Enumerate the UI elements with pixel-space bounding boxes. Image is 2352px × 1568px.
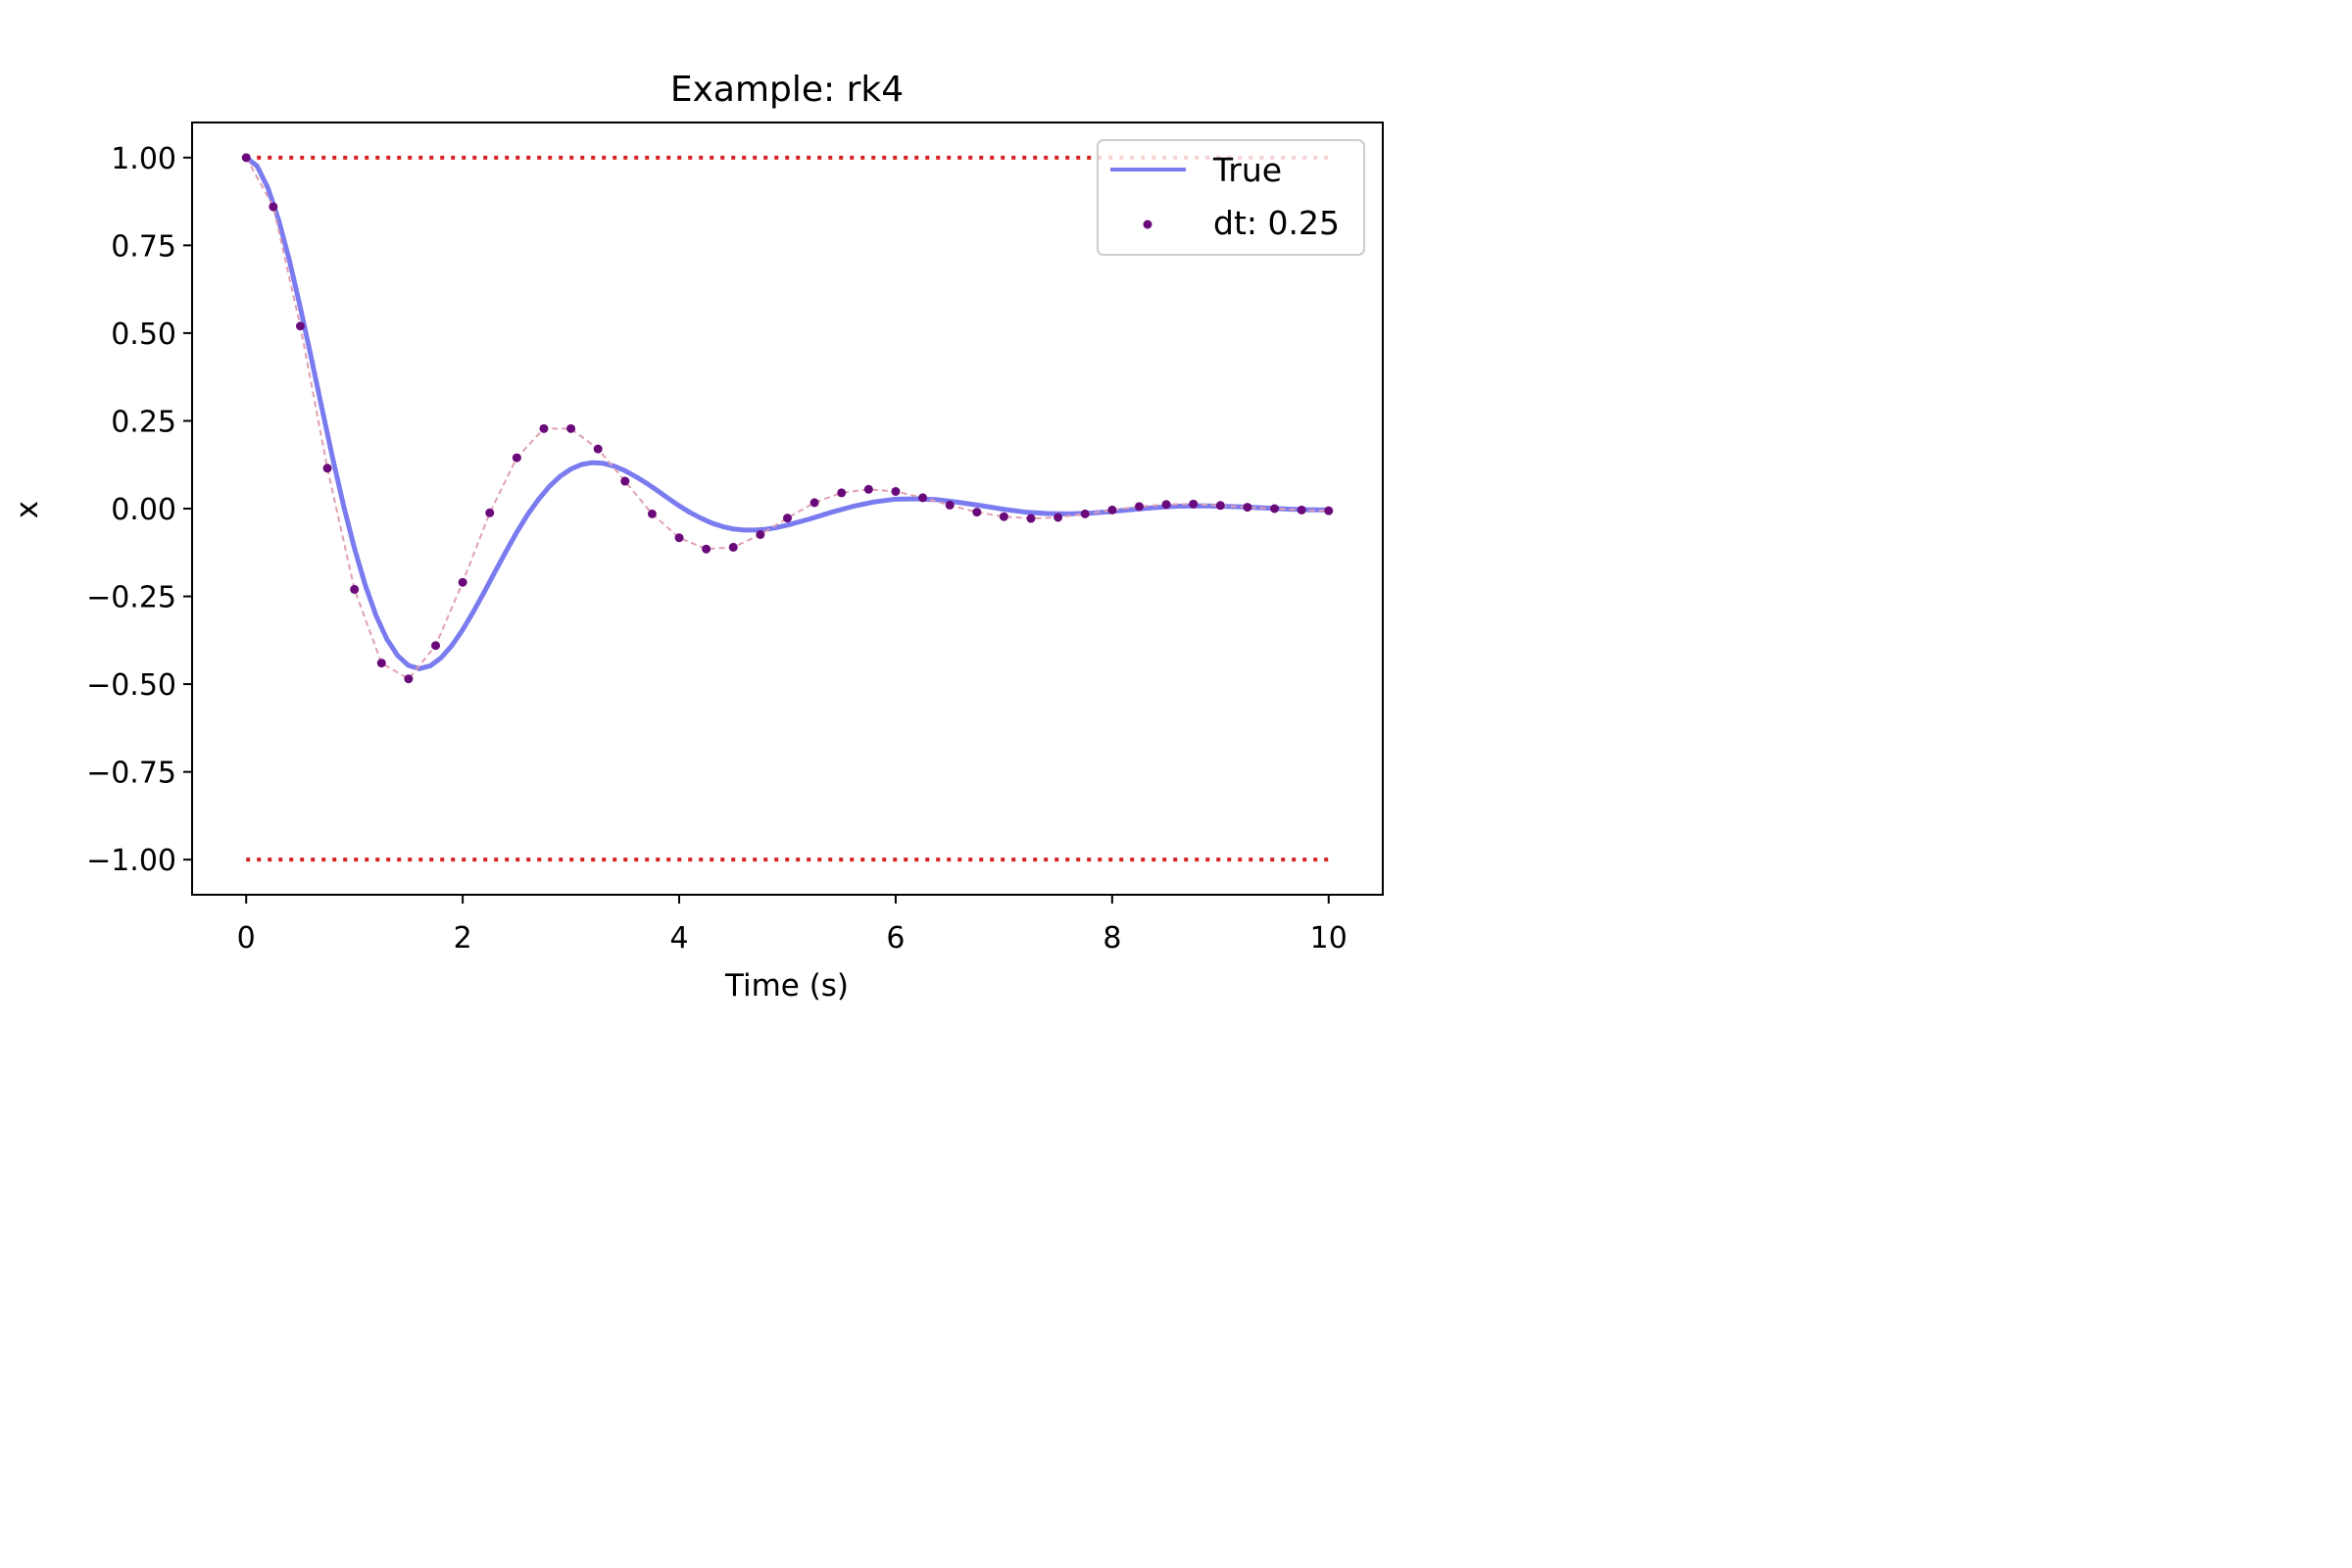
data-point-dt-6: [404, 674, 414, 684]
data-point-dt-2: [295, 321, 305, 331]
data-point-dt-28: [999, 512, 1008, 521]
y-tick-label: 1.00: [111, 142, 176, 176]
data-point-dt-18: [728, 542, 738, 552]
y-tick-label: 0.25: [111, 405, 176, 439]
data-point-dt-21: [809, 498, 819, 508]
data-point-dt-10: [512, 453, 521, 463]
x-tick-label: 8: [1102, 921, 1121, 956]
data-point-dt-40: [1324, 506, 1334, 515]
y-axis-ticks: 1.00 0.75 0.50 0.25 0.00 −0.25 −0.50 −0.75 −1.00: [86, 142, 192, 878]
data-point-dt-26: [945, 500, 955, 510]
legend: True dt: 0.25: [1097, 139, 1365, 256]
data-point-dt-8: [458, 577, 467, 587]
x-tick-label: 2: [454, 921, 472, 956]
data-point-dt-16: [674, 533, 684, 543]
y-tick-label: −0.75: [86, 757, 176, 791]
x-tick-label: 6: [886, 921, 905, 956]
data-point-dt-7: [431, 641, 441, 651]
x-tick-label: 10: [1310, 921, 1348, 956]
y-axis-label: x: [10, 501, 45, 518]
data-point-dt-36: [1215, 501, 1225, 511]
data-point-dt-29: [1026, 514, 1036, 523]
data-point-dt-35: [1189, 499, 1199, 509]
chart-title: Example: rk4: [670, 70, 904, 110]
y-tick-label: −1.00: [86, 844, 176, 878]
data-point-dt-22: [837, 488, 847, 498]
data-point-dt-0: [241, 153, 251, 163]
data-point-dt-25: [918, 493, 928, 503]
data-point-dt-1: [269, 202, 278, 212]
data-point-dt-19: [756, 530, 765, 540]
data-point-dt-9: [485, 508, 495, 517]
data-point-dt-38: [1270, 504, 1280, 514]
data-point-dt-37: [1243, 503, 1252, 513]
data-point-dt-20: [783, 514, 792, 523]
x-tick-label: 4: [669, 921, 688, 956]
data-point-dt-3: [322, 464, 332, 473]
y-tick-label: −0.25: [86, 581, 176, 615]
data-point-dt-11: [539, 423, 549, 433]
legend-label-dt: dt: 0.25: [1213, 204, 1340, 242]
y-tick-label: 0.00: [111, 493, 176, 527]
data-point-dt-13: [593, 444, 603, 454]
x-axis-label: Time (s): [724, 968, 849, 1004]
chart: Example: rk4 0 2 4 6 8 10 1.00 0.75 0.50 0.25 0.0…: [0, 0, 1517, 1029]
data-point-dt-34: [1161, 500, 1171, 510]
data-point-dt-33: [1134, 502, 1144, 512]
data-point-dt-24: [891, 486, 901, 496]
x-axis-ticks: 0 2 4 6 8 10: [237, 895, 1348, 956]
data-point-dt-17: [702, 544, 711, 554]
data-point-dt-15: [647, 509, 657, 518]
data-point-dt-31: [1080, 509, 1090, 518]
series-trace-dt: [245, 157, 1329, 681]
legend-swatch-dt: [1143, 220, 1152, 229]
data-point-dt-5: [376, 659, 386, 668]
data-point-dt-23: [863, 484, 873, 494]
data-point-dt-4: [350, 584, 360, 594]
data-point-dt-27: [972, 508, 982, 517]
y-tick-label: 0.75: [111, 229, 176, 264]
plot-area: [241, 153, 1334, 862]
data-point-dt-12: [566, 423, 576, 433]
data-point-dt-30: [1054, 513, 1063, 522]
legend-label-true: True: [1212, 151, 1282, 189]
data-point-dt-39: [1297, 505, 1306, 514]
x-tick-label: 0: [237, 921, 256, 956]
data-point-dt-14: [620, 476, 630, 486]
data-point-dt-32: [1107, 505, 1117, 514]
y-tick-label: 0.50: [111, 318, 176, 352]
y-tick-label: −0.50: [86, 668, 176, 703]
